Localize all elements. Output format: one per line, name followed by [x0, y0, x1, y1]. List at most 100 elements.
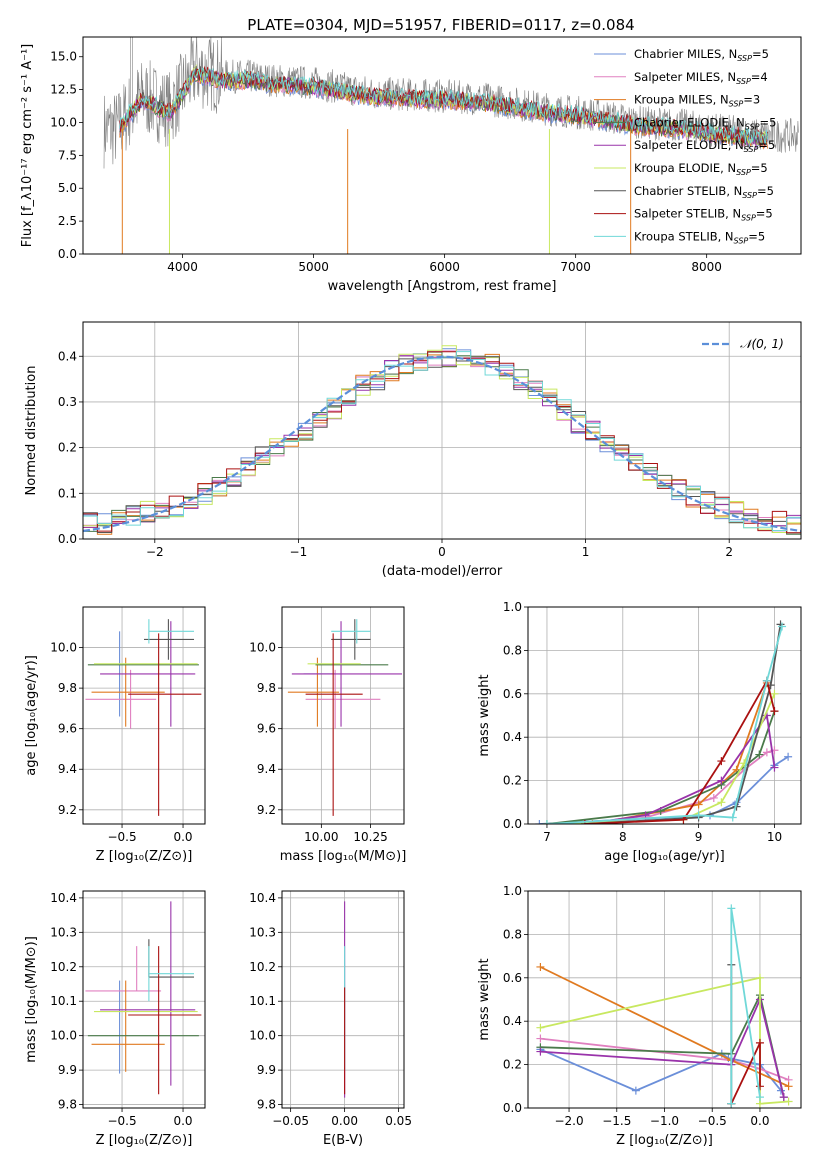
x-tick-label: −0.05: [272, 1114, 309, 1128]
panel-mass-vs-EBV: −0.05 0.00 0.05 9.8 9.9 10.0 10.1 10.2 10.3 10.4 E…: [249, 890, 412, 1148]
panel-residuals: −2 −1 0 1 2 0.0 0.1 0.2 0.3 0.4 (data-model)/error…: [24, 321, 802, 579]
legend-label-tail: =5: [751, 161, 768, 175]
legend-label-base: Kroupa STELIB, N: [634, 229, 734, 243]
y-tick-label: 7.5: [58, 148, 77, 162]
x-axis-label: Z [log₁₀(Z/Z⊙)]: [96, 849, 193, 864]
panel-mass-weight-vs-Z: −2.0 −1.5 −1.0 −0.5 0.0 0.0 0.2 0.4 0.6 0.8 1.0 Z […: [477, 884, 802, 1148]
series-line: [539, 755, 789, 824]
y-tick-label: 10.4: [50, 891, 77, 905]
legend-label-sub: SSP: [729, 100, 744, 109]
legend-label: Chabrier ELODIE, NSSP=5: [634, 115, 776, 131]
y-tick-label: 9.4: [58, 762, 77, 776]
legend-label-tail: =5: [756, 207, 773, 221]
legend-label-sub: SSP: [745, 122, 760, 131]
series-line: [584, 624, 782, 824]
y-tick-label: 0.3: [58, 395, 77, 409]
series-marker: [778, 622, 787, 631]
y-tick-label: 9.4: [257, 762, 276, 776]
y-tick-label: 10.4: [249, 891, 276, 905]
x-tick-label: 7000: [560, 260, 591, 274]
y-tick-label: 10.0: [249, 1029, 276, 1043]
y-tick-label: 0.4: [58, 349, 77, 363]
series-marker: [770, 763, 779, 772]
y-tick-label: 0.0: [58, 532, 77, 546]
series-marker: [694, 811, 703, 820]
x-tick-label: 9: [695, 830, 703, 844]
x-tick-label: 0.00: [331, 1114, 358, 1128]
x-tick-label: 5000: [298, 260, 329, 274]
x-tick-label: −0.5: [107, 830, 136, 844]
y-tick-label: 5.0: [58, 181, 77, 195]
legend-label-tail: =5: [752, 47, 769, 61]
legend-label-base: Salpeter STELIB, N: [634, 207, 741, 221]
x-tick-label: 6000: [429, 260, 460, 274]
y-tick-label: 0.8: [503, 927, 522, 941]
model-spectrum-line: [119, 67, 768, 145]
legend-label-tail: =5: [757, 184, 774, 198]
legend-label: Chabrier STELIB, NSSP=5: [634, 184, 774, 200]
x-tick-label: 2: [725, 545, 733, 559]
series-line: [540, 1037, 789, 1081]
y-tick-label: 1.0: [503, 600, 522, 614]
x-tick-label: 8000: [691, 260, 722, 274]
histogram-series: [83, 355, 801, 534]
series-marker: [779, 1093, 788, 1102]
series-marker: [717, 798, 726, 807]
y-tick-label: 0.0: [503, 817, 522, 831]
y-tick-label: 10.2: [249, 960, 276, 974]
series-marker: [784, 1097, 793, 1106]
legend-label-base: Chabrier MILES, N: [634, 47, 737, 61]
normal-curve: [83, 355, 801, 533]
axes-frame: [281, 890, 405, 1109]
x-tick-label: 7: [543, 830, 551, 844]
y-tick-label: 10.3: [249, 925, 276, 939]
series-marker: [728, 813, 737, 822]
y-tick-label: 12.5: [50, 83, 77, 97]
y-tick-label: 0.2: [58, 441, 77, 455]
x-tick-label: 10.25: [353, 830, 387, 844]
x-axis-label: age [log₁₀(age/yr)]: [604, 849, 725, 864]
plot-area: [535, 620, 793, 824]
legend-label-tail: =4: [751, 70, 768, 84]
series-line: [540, 1048, 782, 1092]
y-axis-label: mass [log₁₀(M/M⊙)]: [24, 936, 39, 1063]
plot-area: [103, 37, 799, 254]
series-line: [540, 996, 785, 1098]
histogram-series: [83, 351, 801, 534]
y-tick-label: 2.5: [58, 214, 77, 228]
x-tick-label: −1: [290, 545, 308, 559]
series-marker: [784, 752, 793, 761]
y-tick-label: 9.8: [257, 681, 276, 695]
series-marker: [717, 776, 726, 785]
y-tick-label: 10.1: [249, 994, 276, 1008]
panel-mass-weight-vs-age: 7 8 9 10 0.0 0.2 0.4 0.6 0.8 1.0 age [log₁₀(age/yr…: [477, 600, 802, 864]
series-marker: [762, 748, 771, 757]
legend-label-sub: SSP: [741, 214, 756, 223]
legend-label-sub: SSP: [734, 236, 749, 245]
plot-area: [85, 619, 202, 816]
legend-label-tail: =5: [760, 115, 777, 129]
y-tick-label: 9.6: [257, 722, 276, 736]
y-tick-label: 0.1: [58, 486, 77, 500]
plot-area: [83, 345, 801, 535]
y-tick-label: 9.9: [257, 1063, 276, 1077]
y-tick-label: 0.6: [503, 971, 522, 985]
series-marker: [727, 904, 736, 913]
series-marker: [536, 1034, 545, 1043]
y-tick-label: 10.3: [50, 925, 77, 939]
series-marker: [755, 1082, 764, 1091]
axes-frame: [527, 890, 802, 1109]
legend-label-base: Salpeter MILES, N: [634, 70, 736, 84]
x-tick-label: −1.0: [650, 1114, 679, 1128]
y-tick-label: 9.8: [58, 1098, 77, 1112]
plot-area: [85, 901, 202, 1095]
legend-label-sub: SSP: [736, 168, 751, 177]
axes-frame: [82, 890, 206, 1109]
x-axis-label: (data-model)/error: [382, 564, 503, 579]
y-tick-label: 0.6: [503, 687, 522, 701]
y-tick-label: 15.0: [50, 50, 77, 64]
series-marker: [755, 973, 764, 982]
y-tick-label: 10.0: [50, 115, 77, 129]
